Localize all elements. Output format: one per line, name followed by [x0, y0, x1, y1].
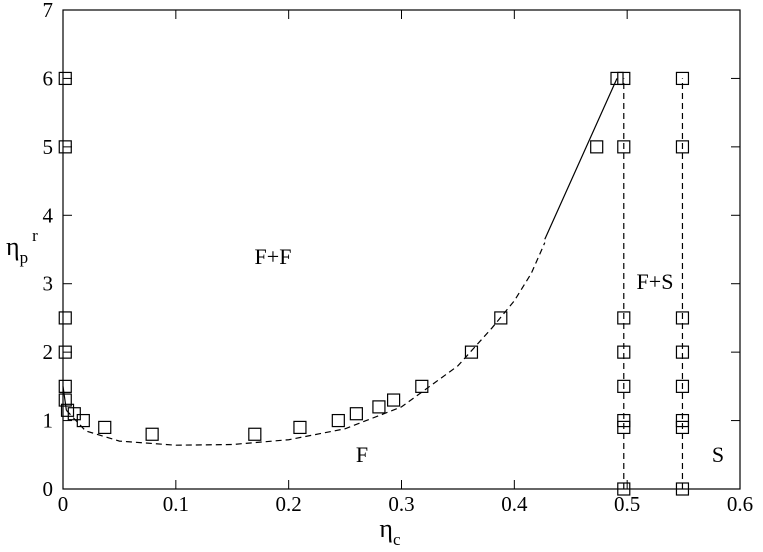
square-marker [675, 71, 690, 86]
y-tick-label: 6 [43, 66, 54, 90]
square-marker [349, 407, 363, 421]
y-tick-label: 3 [43, 272, 54, 296]
y-tick-label: 4 [43, 203, 54, 227]
square-marker [610, 71, 624, 86]
region-label: F+F [255, 244, 292, 269]
curve [65, 242, 546, 446]
square-marker [58, 345, 72, 359]
x-label-subscript: c [393, 530, 401, 549]
y-tick-label: 2 [43, 340, 54, 364]
x-tick-label: 0.3 [388, 492, 414, 516]
y-axis-label: ηpr [6, 226, 38, 267]
y-tick-label: 7 [43, 0, 54, 22]
square-marker [58, 71, 72, 86]
square-marker [387, 393, 401, 407]
square-marker [248, 427, 262, 441]
square-marker [58, 379, 72, 393]
square-marker [293, 420, 307, 435]
region-label: F [356, 442, 368, 467]
square-marker [494, 311, 508, 325]
region-label: S [712, 442, 724, 467]
y-label-symbol: η [6, 232, 20, 261]
square-marker [675, 379, 690, 393]
x-tick-label: 0.5 [614, 492, 640, 516]
plot-frame [62, 9, 741, 490]
square-marker [617, 140, 631, 154]
y-label-subscript: p [20, 248, 29, 267]
x-axis-label: ηc [379, 514, 401, 549]
curve [62, 386, 67, 411]
square-marker [415, 379, 429, 393]
square-marker [67, 407, 81, 421]
square-marker [58, 311, 72, 325]
x-label-symbol: η [379, 514, 393, 543]
region-label: F+S [637, 269, 674, 294]
x-tick-label: 0 [58, 492, 69, 516]
square-marker [331, 413, 345, 428]
y-label-superscript: r [32, 226, 38, 245]
x-tick-label: 0.6 [727, 492, 753, 516]
square-marker [590, 140, 604, 154]
square-marker [145, 427, 159, 441]
curve [544, 78, 618, 240]
square-marker [98, 420, 112, 435]
square-marker [464, 345, 479, 359]
y-tick-label: 0 [43, 477, 54, 501]
square-marker [76, 413, 90, 428]
y-tick-label: 1 [43, 409, 54, 433]
x-tick-label: 0.2 [276, 492, 302, 516]
square-marker [372, 400, 386, 414]
x-tick-label: 0.1 [163, 492, 189, 516]
square-marker [675, 140, 690, 154]
y-tick-label: 5 [43, 135, 54, 159]
square-marker [617, 71, 631, 86]
square-marker [60, 403, 75, 417]
square-marker [58, 140, 72, 154]
x-tick-label: 0.4 [501, 492, 528, 516]
square-marker [617, 379, 631, 393]
